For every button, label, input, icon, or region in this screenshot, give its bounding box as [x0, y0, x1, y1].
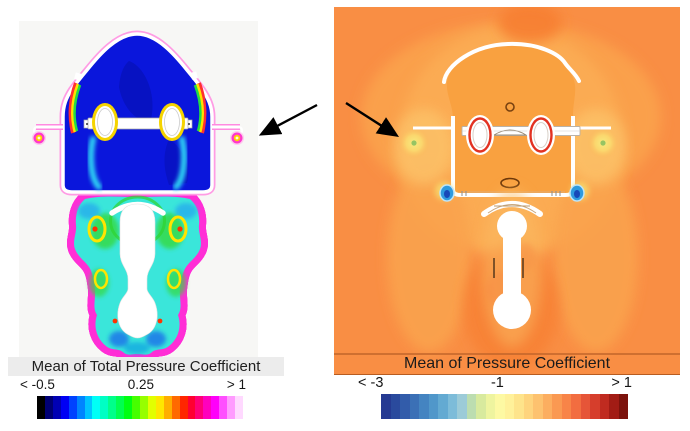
truck-outline	[413, 41, 611, 202]
colorbar-segment	[561, 394, 571, 419]
colorbar-segment	[533, 394, 543, 419]
colorbar-segment	[132, 396, 140, 419]
right-colorbar-ticks: < -3 -1 > 1	[358, 375, 632, 391]
colorbar-segment	[100, 396, 109, 419]
pedestal-dumbbell	[109, 201, 166, 339]
colorbar-segment	[504, 394, 514, 419]
small-circle-marker	[505, 102, 515, 112]
colorbar-segment	[187, 396, 196, 419]
colorbar-segment	[92, 396, 101, 419]
colorbar-segment	[235, 396, 243, 419]
colorbar-segment	[599, 394, 609, 419]
colorbar-segment	[116, 396, 125, 419]
colorbar-segment	[476, 394, 486, 419]
colorbar-segment	[84, 396, 93, 419]
right-title-text: Mean of Pressure Coefficient	[403, 355, 611, 372]
colorbar-segment	[76, 396, 85, 419]
mirror-left	[32, 124, 63, 145]
underbody-ticks	[461, 191, 561, 196]
cab-roof-outline	[442, 41, 581, 84]
mirror-pressure-spots	[398, 127, 619, 159]
colorbar-segment	[108, 396, 117, 419]
colorbar-segment	[68, 396, 77, 419]
pedestal	[481, 187, 543, 347]
colorbar-segment	[523, 394, 533, 419]
colorbar-segment	[447, 394, 457, 419]
colorbar-segment	[542, 394, 552, 419]
colorbar-segment	[428, 394, 438, 419]
colorbar-segment	[203, 396, 212, 419]
colorbar-segment	[219, 396, 228, 419]
left-tick-min: < -0.5	[20, 377, 55, 392]
colorbar-segment	[457, 394, 467, 419]
wheel-ellipse	[159, 103, 185, 141]
colorbar-segment	[609, 394, 619, 419]
colorbar-segment	[147, 396, 156, 419]
colorbar-segment	[552, 394, 562, 419]
notch	[74, 72, 82, 81]
left-colorbar	[37, 396, 243, 419]
left-contour-graphic	[32, 30, 244, 357]
arrow-to-left-mirror-vortex	[258, 103, 318, 136]
colorbar-segment	[571, 394, 581, 419]
right-colorbar	[381, 394, 628, 419]
colorbar-segment	[52, 396, 61, 419]
left-title-text: Mean of Total Pressure Coefficient	[31, 358, 261, 375]
colorbar-segment	[580, 394, 590, 419]
colorbar-segment	[211, 396, 220, 419]
colorbar-segment	[179, 396, 188, 419]
colorbar-segment	[381, 394, 391, 419]
colorbar-segment	[514, 394, 524, 419]
left-contour-plot	[19, 21, 258, 357]
colorbar-segment	[590, 394, 600, 419]
colorbar-segment	[495, 394, 505, 419]
right-tick-max: > 1	[611, 375, 632, 391]
colorbar-segment	[438, 394, 448, 419]
colorbar-segment	[163, 396, 172, 419]
right-contour-graphic	[334, 3, 680, 374]
colorbar-segment	[227, 396, 236, 419]
truck-interior	[446, 43, 576, 196]
wheel-rings	[466, 115, 555, 155]
edge-gradient-streaks	[68, 82, 207, 134]
notch	[190, 71, 198, 80]
right-colorbar-title: Mean of Pressure Coefficient	[334, 354, 680, 374]
colorbar-segment	[419, 394, 429, 419]
right-contour-plot	[334, 3, 680, 375]
colorbar-segment	[409, 394, 419, 419]
wheel-ellipse	[92, 103, 118, 141]
colorbar-segment	[155, 396, 164, 419]
colorbar-segment	[37, 396, 45, 419]
right-tick-mid: -1	[490, 375, 504, 391]
wake-vortex-ring	[87, 215, 107, 243]
colorbar-segment	[485, 394, 495, 419]
left-colorbar-ticks: < -0.5 0.25 > 1	[20, 377, 246, 392]
colorbar-segment	[124, 396, 133, 419]
colorbar-segment	[139, 396, 148, 419]
colorbar-segment	[60, 396, 69, 419]
right-tick-min: < -3	[358, 375, 384, 391]
colorbar-segment	[195, 396, 204, 419]
colorbar-segment	[400, 394, 410, 419]
left-colorbar-title: Mean of Total Pressure Coefficient	[8, 357, 284, 376]
left-tick-mid: 0.25	[127, 377, 155, 392]
colorbar-segment	[44, 396, 53, 419]
left-tick-max: > 1	[226, 377, 246, 392]
axle-assembly	[83, 103, 193, 141]
truck-cross-section	[32, 30, 244, 196]
colorbar-segment	[618, 394, 628, 419]
wake-vortex-ring	[168, 215, 188, 243]
colorbar-segment	[171, 396, 180, 419]
colorbar-segment	[466, 394, 476, 419]
corner-suction-spots	[435, 182, 589, 202]
mirror-right	[212, 124, 244, 145]
colorbar-segment	[390, 394, 400, 419]
